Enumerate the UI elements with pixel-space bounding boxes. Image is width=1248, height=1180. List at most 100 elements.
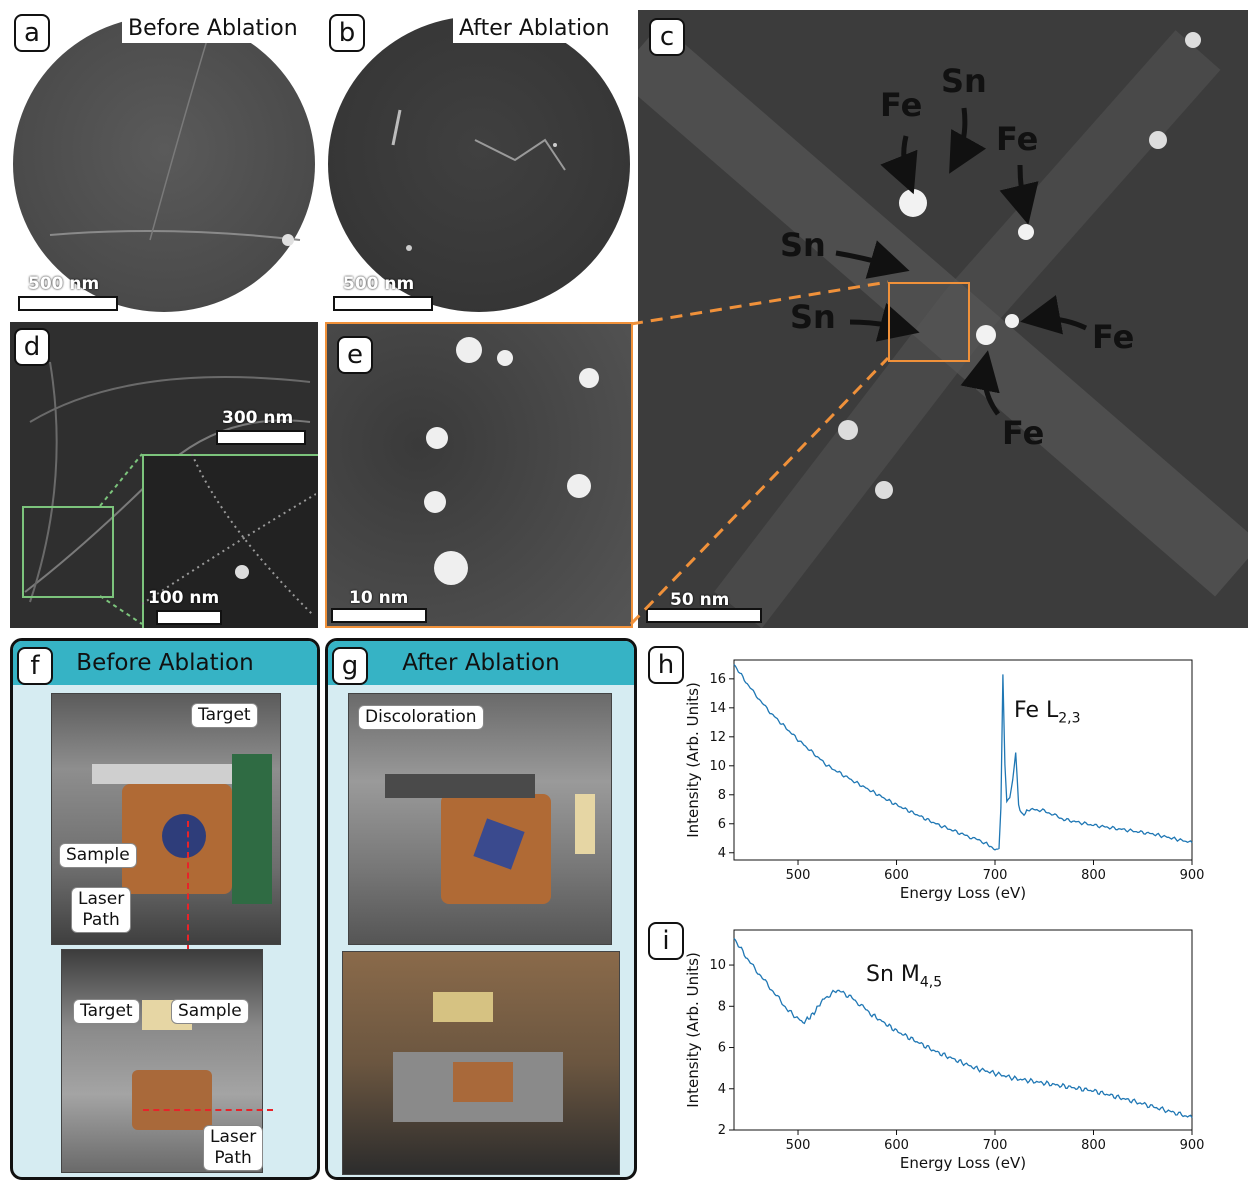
- plot-frame: [733, 929, 1193, 1131]
- chart-h: 500 600 700 800 900 4 6 8 10 12 14 16 Energy Loss (e…: [684, 659, 1205, 902]
- panel-e: e 10 nm: [325, 322, 633, 628]
- y-axis-label: Intensity (Arb. Units): [684, 952, 702, 1108]
- panel-d-inset-fibers: [142, 454, 316, 615]
- panel-a: a Before Ablation 500 nm: [10, 10, 318, 316]
- panel-f-laser-line-bottom: [143, 1109, 273, 1111]
- y-tick-label: 16: [709, 672, 726, 687]
- panel-f-green-board: [232, 754, 272, 904]
- panel-f-target-strip: [92, 764, 232, 784]
- panel-f-callout-sample: Sample: [59, 843, 137, 868]
- panel-a-fibers: [49, 29, 301, 246]
- panel-c-arrows: [835, 107, 1088, 416]
- y-tick-label: 6: [718, 1041, 726, 1056]
- panel-c: c Fe Sn Fe Sn Sn Fe Fe 50 nm: [638, 10, 1248, 628]
- panel-f-callout-target: Target: [191, 703, 258, 728]
- panel-e-scalebar: [331, 608, 427, 623]
- panel-h-letter: h: [648, 646, 684, 684]
- panel-f-laser-line: [187, 821, 189, 951]
- x-tick-label: 800: [1081, 868, 1106, 883]
- y-tick-label: 2: [718, 1123, 726, 1138]
- panel-f-letter: f: [17, 647, 53, 685]
- panel-f-callout-laser-path: Laser Path: [71, 887, 132, 933]
- panel-g-callout-discoloration: Discoloration: [358, 705, 484, 730]
- y-tick-label: 14: [709, 701, 726, 716]
- panel-b-image: [328, 16, 630, 312]
- panel-a-image: [13, 16, 315, 312]
- panel-b: b After Ablation 500 nm: [325, 10, 633, 316]
- panel-b-scale-text: 500 nm: [343, 274, 415, 294]
- panel-f: Before Ablation f Target Sample Laser Pa…: [10, 638, 320, 1180]
- panel-c-letter: c: [649, 18, 685, 56]
- panel-g: After Ablation g Discoloration: [325, 638, 637, 1180]
- x-tick-label: 600: [884, 868, 909, 883]
- panel-f-photo-top: [51, 693, 281, 945]
- panel-g-connector: [575, 794, 595, 854]
- panel-g-bottom-copper: [453, 1062, 513, 1102]
- panel-g-bottom-connector: [433, 992, 493, 1022]
- panel-f-callout-sample-2: Sample: [171, 999, 249, 1024]
- panel-e-scale-text: 10 nm: [349, 588, 409, 608]
- panel-d-scalebar-main: [216, 430, 306, 445]
- y-tick-label: 8: [718, 999, 726, 1014]
- panel-d-roi-box: [22, 506, 114, 598]
- panel-i-annotation: Sn M4,5: [866, 962, 942, 990]
- spectrum-line: [733, 937, 1193, 1118]
- panel-i-annotation-sub: 4,5: [919, 974, 943, 991]
- panel-g-letter: g: [332, 647, 368, 685]
- x-tick-label: 900: [1180, 868, 1205, 883]
- panel-a-letter: a: [14, 14, 50, 52]
- panel-b-scalebar: [333, 296, 433, 311]
- panel-c-label-fe-1: Fe: [880, 86, 923, 124]
- panel-e-letter: e: [337, 336, 373, 374]
- panel-i-letter: i: [648, 922, 684, 960]
- panel-a-scalebar: [18, 296, 118, 311]
- x-axis-label: Energy Loss (eV): [900, 1154, 1026, 1172]
- panel-c-scale-text: 50 nm: [670, 590, 730, 610]
- panel-d-scale-inset-text: 100 nm: [148, 588, 220, 608]
- panel-d-scale-main-text: 300 nm: [222, 408, 294, 428]
- panel-d: d 300 nm 100 nm: [10, 322, 318, 628]
- panel-c-label-sn-1: Sn: [941, 62, 987, 100]
- panel-h-annotation-main: Fe L: [1014, 698, 1059, 723]
- spectrum-line: [733, 664, 1193, 851]
- y-tick-label: 10: [709, 759, 726, 774]
- panel-f-callout-path-2: Path: [214, 1148, 252, 1168]
- x-tick-label: 700: [983, 1138, 1008, 1153]
- panel-c-label-fe-2: Fe: [996, 120, 1039, 158]
- panel-c-label-fe-3: Fe: [1092, 318, 1135, 356]
- x-tick-label: 500: [786, 1138, 811, 1153]
- panel-f-callout-laser-path-2: Laser Path: [203, 1125, 264, 1171]
- panel-f-callout-target-2: Target: [73, 999, 140, 1024]
- panel-b-fragments: [391, 109, 566, 251]
- panel-a-title: Before Ablation: [122, 14, 304, 43]
- panel-d-scalebar-inset: [156, 610, 222, 625]
- panel-c-label-fe-4: Fe: [1002, 414, 1045, 452]
- y-tick-label: 4: [718, 1082, 726, 1097]
- panel-c-label-sn-3: Sn: [790, 298, 836, 336]
- x-tick-label: 900: [1180, 1138, 1205, 1153]
- y-axis-label: Intensity (Arb. Units): [684, 682, 702, 838]
- x-tick-label: 800: [1081, 1138, 1106, 1153]
- plot-frame: [733, 659, 1193, 861]
- y-tick-label: 4: [718, 846, 726, 861]
- panel-g-target-strip: [385, 774, 535, 798]
- panel-g-photo-top: [348, 693, 612, 945]
- panel-g-photo-bottom: [342, 951, 620, 1175]
- y-tick-label: 12: [709, 730, 726, 745]
- panel-h-annotation-sub: 2,3: [1058, 710, 1081, 727]
- y-tick-label: 6: [718, 817, 726, 832]
- panel-c-scalebar: [646, 608, 762, 623]
- x-tick-label: 600: [884, 1138, 909, 1153]
- panel-b-title: After Ablation: [453, 14, 616, 43]
- panel-i-annotation-main: Sn M: [866, 962, 920, 987]
- panel-h-annotation: Fe L2,3: [1014, 698, 1081, 726]
- panel-a-scale-text: 500 nm: [28, 274, 100, 294]
- panel-f-callout-laser: Laser: [78, 889, 125, 909]
- panel-f-callout-path: Path: [82, 910, 120, 930]
- panel-f-sample-disc: [162, 814, 206, 858]
- panel-d-letter: d: [14, 328, 50, 366]
- y-tick-label: 8: [718, 788, 726, 803]
- y-tick-label: 10: [709, 958, 726, 973]
- x-tick-label: 700: [983, 868, 1008, 883]
